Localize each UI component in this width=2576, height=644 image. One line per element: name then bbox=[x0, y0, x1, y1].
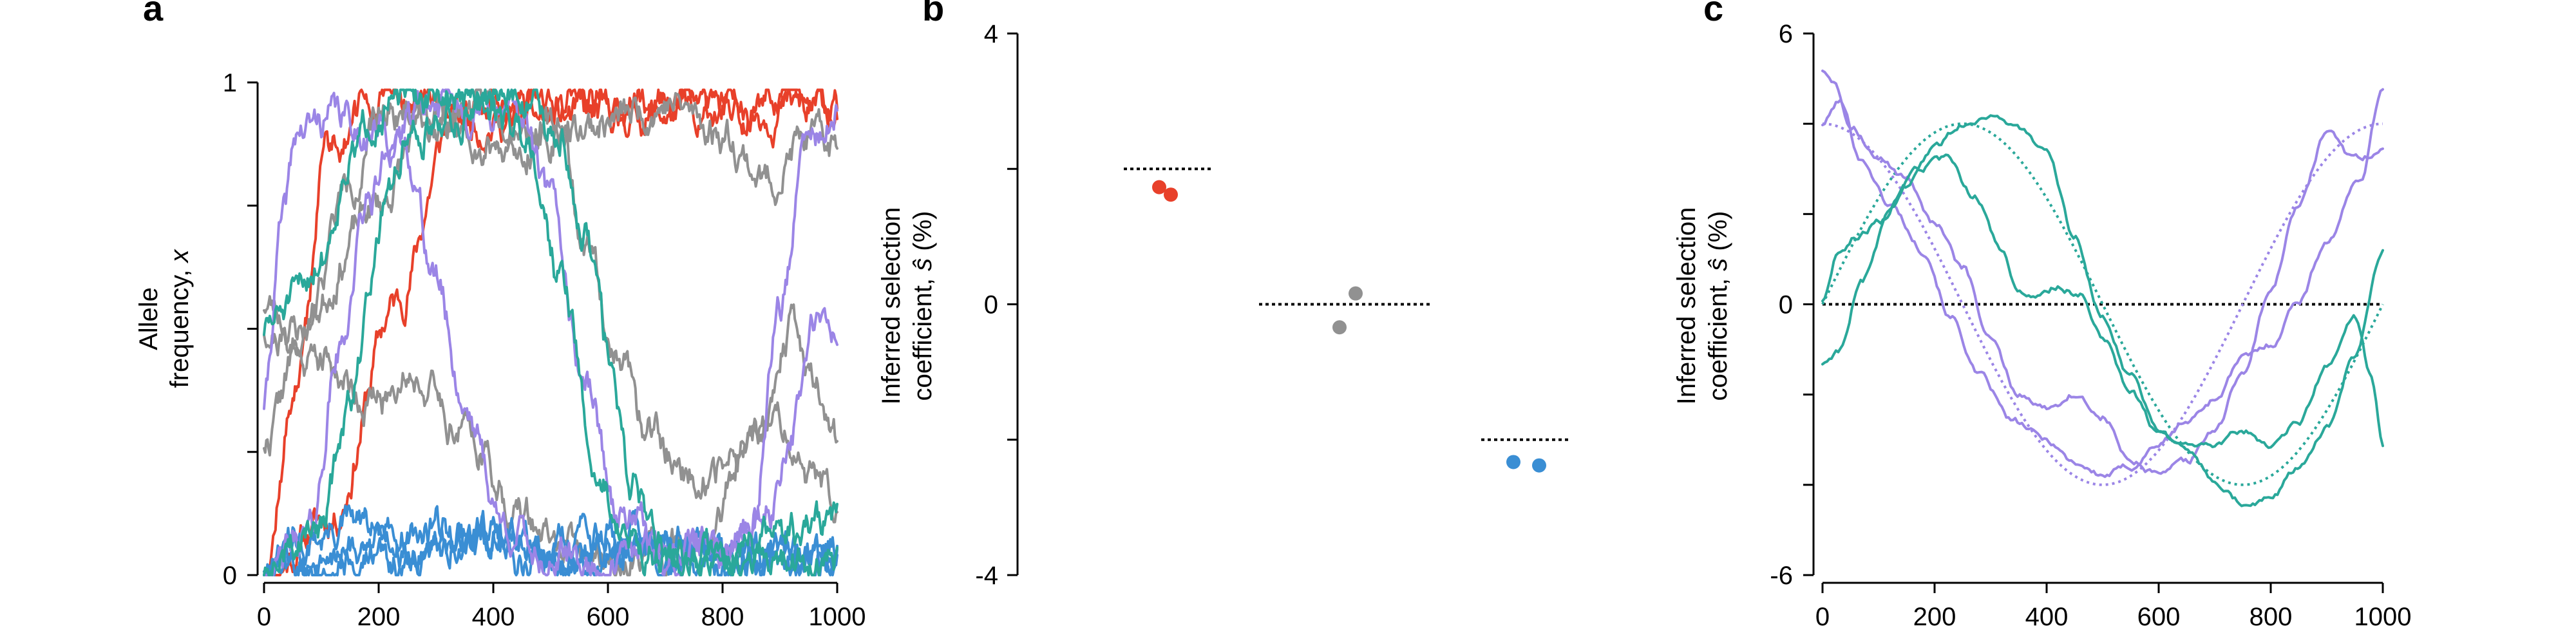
panel-b-estimate-point bbox=[1152, 180, 1166, 194]
panel-a-x-tick-label: 400 bbox=[472, 603, 515, 631]
panel-b-estimate-point bbox=[1532, 458, 1546, 473]
panel-b-estimate-point bbox=[1506, 455, 1520, 469]
panel-a-label: a bbox=[143, 0, 164, 28]
panel-b-axes: -4 0 4 bbox=[975, 20, 1019, 590]
panel-c-inferred-time_varying_a bbox=[1821, 88, 2384, 478]
panel-c-x-tick-label: 200 bbox=[1913, 603, 1956, 631]
panel-c-true-function-time_varying_a bbox=[1822, 122, 2383, 486]
panel-b-y-tick-label: 0 bbox=[984, 291, 998, 319]
panel-c-axes: -6 0 6 0 200 400 600 800 1000 bbox=[1770, 20, 2411, 631]
panel-c-ylabel-unit: (%) bbox=[1704, 211, 1732, 258]
panel-a-ylabel-var: x bbox=[166, 249, 194, 264]
panel-a-x-tick-label: 600 bbox=[587, 603, 630, 631]
panel-c-inferred-time_varying_b bbox=[1821, 153, 2384, 450]
panel-c-ylabel-line1: Inferred selection bbox=[1672, 207, 1701, 405]
panel-a: a Allele frequency, x 0 200 400 600 800 10000… bbox=[135, 0, 866, 631]
panel-a-trajectory-neutral bbox=[263, 94, 838, 524]
panel-a-trajectory-deleterious bbox=[263, 516, 838, 576]
panel-b-y-tick-label: -4 bbox=[975, 562, 998, 590]
panel-c-x-tick-label: 1000 bbox=[2354, 603, 2412, 631]
panel-b-series bbox=[1124, 167, 1571, 473]
panel-a-trajectory-neutral bbox=[263, 88, 838, 346]
panel-b-y-tick-label: 4 bbox=[984, 20, 998, 48]
panel-c-inferred-time_varying_a bbox=[1821, 70, 2384, 475]
panel-c-true-function-time_varying_b bbox=[1821, 122, 2384, 486]
panel-c-series bbox=[1821, 70, 2384, 507]
panel-a-trajectory-time_varying_b bbox=[263, 88, 838, 576]
panel-c-y-tick-label: 6 bbox=[1779, 20, 1793, 48]
panel-a-y-tick-label: 1 bbox=[223, 69, 237, 97]
panel-b: b Inferred selection coefficient, ŝ (%) … bbox=[877, 0, 1571, 590]
panel-a-trajectory-time_varying_b bbox=[263, 88, 838, 576]
panel-c-ylabel-var: ŝ bbox=[1704, 258, 1732, 271]
panel-b-ylabel-line1: Inferred selection bbox=[877, 207, 905, 405]
panel-a-series bbox=[263, 88, 838, 576]
panel-b-ylabel-unit: (%) bbox=[909, 211, 937, 258]
panel-c-ylabel-line2: coefficient, ŝ (%) bbox=[1704, 211, 1732, 401]
panel-b-estimate-point bbox=[1164, 187, 1178, 202]
panel-b-ylabel-var: ŝ bbox=[909, 258, 937, 271]
panel-c-x-tick-label: 400 bbox=[2025, 603, 2069, 631]
panel-c-inferred-time_varying_b bbox=[1821, 114, 2384, 507]
panel-a-trajectory-time_varying_a bbox=[263, 88, 838, 576]
panel-b-ylabel-prefix: coefficient, bbox=[909, 271, 937, 401]
panel-a-ylabel-line1: Allele bbox=[135, 287, 163, 350]
panel-c-ylabel-prefix: coefficient, bbox=[1704, 271, 1732, 401]
panel-a-x-tick-label: 0 bbox=[257, 603, 271, 631]
panel-b-estimate-point bbox=[1332, 320, 1347, 335]
panel-a-y-tick-label: 0 bbox=[223, 562, 237, 590]
panel-a-x-tick-label: 800 bbox=[701, 603, 744, 631]
panel-a-trajectory-beneficial bbox=[263, 88, 838, 576]
panel-b-label: b bbox=[922, 0, 944, 28]
panel-a-x-tick-label: 1000 bbox=[809, 603, 866, 631]
panel-c-x-tick-label: 600 bbox=[2137, 603, 2181, 631]
panel-c-x-tick-label: 800 bbox=[2249, 603, 2293, 631]
panel-c: c Inferred selection coefficient, ŝ (%) … bbox=[1672, 0, 2411, 631]
panel-a-ylabel-line2: frequency, x bbox=[166, 249, 194, 388]
panel-b-ylabel-line2: coefficient, ŝ (%) bbox=[909, 211, 937, 401]
panel-a-x-tick-label: 200 bbox=[357, 603, 401, 631]
panel-a-axes: 0 200 400 600 800 1000 0 1 bbox=[223, 69, 866, 631]
panel-c-x-tick-label: 0 bbox=[1815, 603, 1830, 631]
panel-c-y-tick-label: -6 bbox=[1770, 562, 1793, 590]
panel-a-trajectory-neutral bbox=[263, 303, 838, 576]
panel-a-ylabel-prefix: frequency, bbox=[166, 263, 194, 388]
panel-c-label: c bbox=[1703, 0, 1723, 28]
panel-c-y-tick-label: 0 bbox=[1779, 291, 1793, 319]
panel-b-estimate-point bbox=[1349, 286, 1363, 301]
panel-a-trajectory-time_varying_a bbox=[263, 91, 838, 576]
